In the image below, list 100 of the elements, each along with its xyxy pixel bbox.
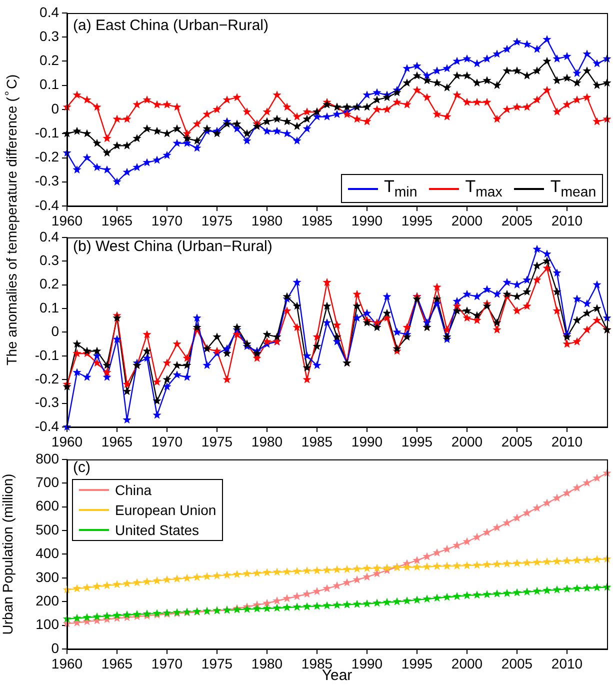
point bbox=[422, 92, 432, 102]
y-tick-label: 100 bbox=[36, 616, 60, 632]
point bbox=[432, 66, 442, 75]
point bbox=[592, 474, 602, 482]
point bbox=[582, 50, 592, 58]
point bbox=[492, 290, 502, 298]
point bbox=[112, 177, 122, 186]
point bbox=[72, 126, 82, 135]
point bbox=[172, 370, 182, 378]
y-tick-label: 0.1 bbox=[40, 76, 60, 92]
point bbox=[102, 368, 112, 376]
y-tick-label: 600 bbox=[36, 498, 60, 514]
point bbox=[332, 565, 342, 574]
point bbox=[232, 92, 242, 102]
x-tick-label: 1970 bbox=[151, 655, 183, 672]
y-tick-label: 0.4 bbox=[40, 228, 60, 244]
point bbox=[502, 44, 512, 53]
point bbox=[92, 102, 102, 111]
point bbox=[562, 340, 572, 348]
point bbox=[132, 162, 142, 172]
point bbox=[312, 566, 322, 574]
point bbox=[442, 325, 452, 334]
point bbox=[472, 560, 482, 569]
point bbox=[162, 375, 172, 384]
point bbox=[562, 74, 572, 82]
point bbox=[302, 124, 312, 132]
point bbox=[522, 71, 532, 80]
x-tick-label: 1975 bbox=[201, 212, 233, 228]
point bbox=[512, 102, 522, 111]
y-tick-label: 0 bbox=[51, 640, 60, 656]
y-tick-label: 0.4 bbox=[40, 4, 60, 20]
point bbox=[282, 603, 292, 612]
point bbox=[462, 71, 472, 80]
point bbox=[432, 594, 442, 602]
point bbox=[352, 564, 362, 573]
point bbox=[272, 604, 282, 612]
x-tick-label: 1980 bbox=[251, 655, 283, 672]
y-tick-label: 0 bbox=[51, 100, 60, 116]
x-tick-label: 2005 bbox=[501, 655, 533, 672]
point bbox=[142, 577, 152, 586]
point bbox=[82, 372, 92, 381]
x-tick-label: 1985 bbox=[301, 433, 333, 450]
point bbox=[422, 76, 432, 84]
point bbox=[182, 360, 192, 370]
point bbox=[482, 560, 492, 568]
point bbox=[412, 294, 422, 303]
point bbox=[332, 581, 342, 590]
x-tick-label: 2005 bbox=[501, 212, 533, 228]
point bbox=[312, 342, 322, 350]
point bbox=[572, 78, 582, 87]
point bbox=[492, 80, 502, 90]
point bbox=[82, 612, 92, 622]
point bbox=[532, 276, 542, 284]
x-tick-label: 1995 bbox=[401, 212, 433, 228]
point bbox=[92, 612, 102, 620]
x-tick-label: 1970 bbox=[151, 433, 183, 450]
point bbox=[142, 346, 152, 355]
legend-label: European Union bbox=[115, 502, 216, 518]
point bbox=[122, 610, 132, 619]
y-tick-label: -0.4 bbox=[34, 418, 60, 434]
point bbox=[72, 349, 82, 358]
x-tick-label: 1960 bbox=[51, 212, 83, 228]
point bbox=[442, 332, 452, 341]
point bbox=[172, 360, 182, 370]
point bbox=[102, 612, 112, 620]
point bbox=[322, 278, 332, 286]
point bbox=[232, 330, 242, 338]
point bbox=[352, 600, 362, 608]
point bbox=[512, 513, 522, 522]
point bbox=[462, 313, 472, 322]
point bbox=[482, 98, 492, 106]
point bbox=[502, 290, 512, 298]
point bbox=[382, 563, 392, 572]
point bbox=[392, 88, 402, 96]
point bbox=[542, 557, 552, 566]
point bbox=[82, 129, 92, 138]
point bbox=[372, 564, 382, 572]
point bbox=[82, 153, 92, 162]
point bbox=[352, 114, 362, 123]
legend-label: United States bbox=[115, 522, 200, 538]
point bbox=[162, 575, 172, 584]
point bbox=[222, 119, 232, 128]
point bbox=[292, 302, 302, 310]
point bbox=[522, 102, 532, 111]
y-tick-label: 0.2 bbox=[40, 276, 60, 292]
point bbox=[462, 98, 472, 106]
point bbox=[222, 375, 232, 384]
point bbox=[112, 313, 122, 322]
point bbox=[142, 330, 152, 338]
point bbox=[292, 136, 302, 145]
point bbox=[322, 601, 332, 610]
x-tick-label: 1975 bbox=[201, 655, 233, 672]
y-tick-label: 800 bbox=[36, 450, 60, 466]
point bbox=[372, 105, 382, 114]
point bbox=[222, 570, 232, 579]
point bbox=[532, 261, 542, 270]
point bbox=[362, 308, 372, 317]
point bbox=[262, 126, 272, 135]
x-tick-label: 1995 bbox=[401, 433, 433, 450]
point bbox=[422, 71, 432, 80]
